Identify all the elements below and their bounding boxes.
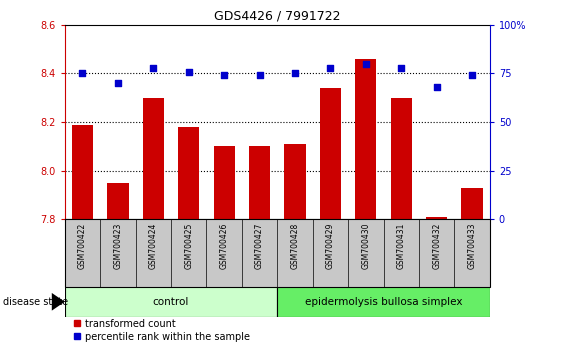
Point: [184, 69, 193, 74]
Bar: [426, 217, 447, 219]
Point: [326, 65, 335, 70]
Text: GSM700425: GSM700425: [184, 223, 193, 269]
Bar: [178, 127, 199, 219]
Text: GSM700426: GSM700426: [220, 223, 229, 269]
Text: control: control: [153, 297, 189, 307]
Bar: [391, 98, 412, 219]
Point: [113, 80, 122, 86]
Bar: [320, 88, 341, 219]
Polygon shape: [52, 293, 65, 311]
Bar: [65, 287, 278, 317]
Legend: transformed count, percentile rank within the sample: transformed count, percentile rank withi…: [70, 315, 254, 346]
Text: GSM700429: GSM700429: [326, 223, 335, 269]
Point: [291, 70, 300, 76]
Text: GSM700427: GSM700427: [255, 223, 264, 269]
Point: [78, 70, 87, 76]
Bar: [142, 98, 164, 219]
Point: [361, 61, 370, 67]
Bar: [213, 147, 235, 219]
Title: GDS4426 / 7991722: GDS4426 / 7991722: [214, 9, 341, 22]
Bar: [107, 183, 128, 219]
Bar: [284, 144, 306, 219]
Text: GSM700432: GSM700432: [432, 223, 441, 269]
Text: GSM700422: GSM700422: [78, 223, 87, 269]
Text: epidermolysis bullosa simplex: epidermolysis bullosa simplex: [305, 297, 462, 307]
Point: [255, 73, 264, 78]
Text: disease state: disease state: [3, 297, 68, 307]
Point: [220, 73, 229, 78]
Point: [149, 65, 158, 70]
Point: [397, 65, 406, 70]
Point: [432, 84, 441, 90]
Text: GSM700423: GSM700423: [113, 223, 122, 269]
Bar: [462, 188, 482, 219]
Text: GSM700428: GSM700428: [291, 223, 300, 269]
Bar: [278, 287, 490, 317]
Bar: [72, 125, 93, 219]
Text: GSM700424: GSM700424: [149, 223, 158, 269]
Text: GSM700431: GSM700431: [397, 223, 406, 269]
Point: [468, 73, 477, 78]
Bar: [249, 147, 270, 219]
Text: GSM700430: GSM700430: [361, 223, 370, 269]
Bar: [355, 59, 377, 219]
Text: GSM700433: GSM700433: [468, 223, 477, 269]
